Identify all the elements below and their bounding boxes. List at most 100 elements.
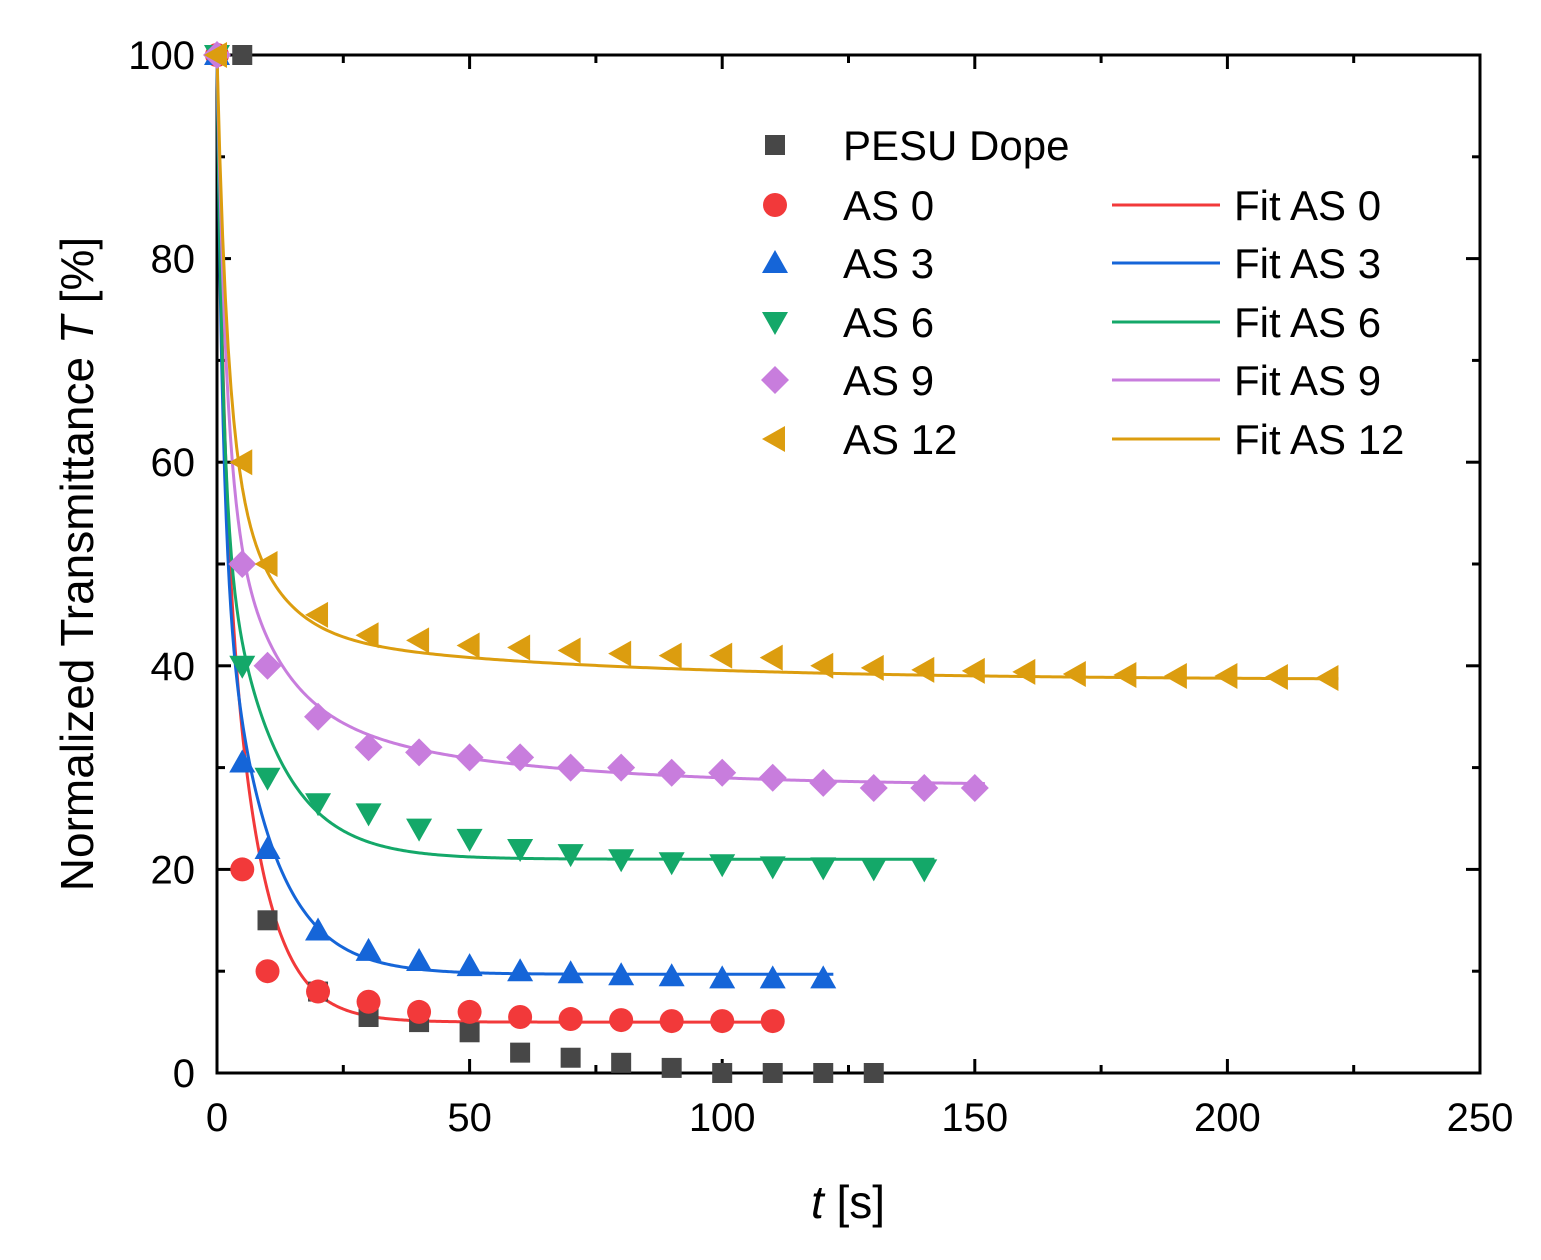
data-point-as-0	[558, 1007, 583, 1032]
legend-label-as-9: AS 9	[843, 357, 934, 404]
data-point-as-12	[961, 657, 985, 684]
data-point-as-6	[709, 854, 736, 878]
data-point-as-12	[204, 42, 227, 68]
data-point-pesu-dope	[257, 910, 278, 931]
data-point-as-6	[860, 858, 887, 882]
data-point-as-9	[304, 702, 333, 731]
data-points	[203, 41, 1339, 1083]
data-point-as-12	[1315, 665, 1339, 692]
data-point-as-12	[860, 654, 884, 681]
data-point-as-3	[229, 749, 256, 773]
data-point-as-0	[659, 1009, 684, 1034]
legend-label-as-3: AS 3	[843, 240, 934, 287]
data-point-as-9	[910, 773, 939, 802]
data-point-as-0	[508, 1005, 533, 1030]
data-point-as-9	[556, 753, 585, 782]
data-point-as-6	[759, 856, 786, 880]
data-point-as-0	[760, 1009, 785, 1034]
data-point-as-6	[355, 803, 382, 827]
legend-fit-label-as-3: Fit AS 3	[1234, 240, 1381, 287]
data-point-as-3	[305, 917, 332, 941]
data-point-as-0	[230, 857, 255, 882]
data-point-as-3	[658, 963, 685, 987]
data-point-as-12	[254, 551, 278, 577]
legend-fit-label-as-0: Fit AS 0	[1234, 182, 1381, 229]
data-point-as-6	[406, 818, 433, 842]
y-tick-label: 40	[151, 645, 196, 689]
legend-marker-pesu-dope	[765, 135, 785, 155]
y-tick-label: 100	[128, 34, 195, 78]
x-tick-label: 0	[206, 1096, 228, 1140]
data-point-as-9	[859, 773, 888, 802]
data-point-as-12	[1062, 660, 1086, 687]
data-point-as-3	[608, 962, 635, 986]
data-point-as-12	[507, 634, 531, 661]
y-tick-label: 0	[173, 1052, 195, 1096]
data-point-as-0	[356, 989, 381, 1014]
x-axis-title: t [s]	[811, 1176, 885, 1228]
data-point-pesu-dope	[863, 1063, 884, 1083]
data-point-pesu-dope	[661, 1057, 682, 1078]
data-point-as-0	[306, 979, 331, 1004]
data-point-as-9	[228, 550, 257, 578]
y-tick-label: 80	[151, 238, 196, 282]
y-axis-variable: T	[51, 313, 103, 344]
data-point-as-6	[608, 849, 635, 873]
data-point-as-9	[960, 773, 989, 802]
legend: PESU Dope AS 0 Fit AS 0 AS 3 Fit AS 3 AS 6 Fit…	[761, 122, 1404, 463]
fit-line-as-9	[215, 57, 985, 786]
data-point-pesu-dope	[813, 1063, 834, 1083]
legend-marker-as-3	[762, 250, 788, 273]
data-point-as-12	[709, 642, 733, 669]
data-point-as-6	[658, 852, 685, 876]
data-point-as-9	[708, 758, 737, 787]
legend-marker-as-0	[763, 193, 787, 217]
data-point-as-6	[810, 857, 837, 881]
y-axis-unit: [%]	[51, 237, 103, 316]
legend-marker-as-9	[761, 366, 789, 394]
data-point-as-9	[607, 753, 636, 782]
data-point-pesu-dope	[459, 1022, 480, 1043]
fit-curves	[215, 54, 1339, 1024]
data-point-as-0	[457, 999, 482, 1024]
fit-line-as-0	[215, 54, 773, 1024]
y-tick-label: 60	[151, 441, 196, 485]
data-point-as-12	[911, 656, 935, 683]
x-tick-label: 200	[1194, 1096, 1261, 1140]
data-point-as-12	[810, 652, 834, 679]
data-point-as-9	[455, 743, 484, 772]
data-point-as-12	[1012, 658, 1036, 685]
data-point-as-3	[355, 937, 382, 961]
tick-labels: 0 50 100 150 200 250 0 20 40 60 80 100	[128, 34, 1513, 1140]
data-point-as-3	[709, 965, 736, 989]
data-point-as-6	[507, 839, 534, 863]
legend-marker-as-12	[762, 426, 785, 452]
data-point-as-12	[1264, 663, 1288, 690]
data-point-as-6	[254, 767, 281, 791]
fit-line-as-12	[215, 54, 1339, 681]
x-tick-label: 150	[941, 1096, 1008, 1140]
data-point-as-12	[1113, 661, 1137, 688]
data-point-pesu-dope	[712, 1063, 733, 1083]
data-point-as-6	[305, 793, 332, 817]
data-point-pesu-dope	[560, 1047, 581, 1068]
data-point-as-6	[911, 859, 938, 883]
data-point-as-3	[810, 965, 837, 989]
fit-line-as-3	[215, 58, 834, 976]
data-point-as-12	[759, 644, 783, 671]
legend-label-as-12: AS 12	[843, 416, 957, 463]
data-point-as-3	[254, 836, 281, 860]
data-point-as-0	[255, 959, 280, 984]
data-point-as-9	[354, 733, 383, 762]
y-axis-label-text: Normalized Transmittance	[51, 344, 103, 891]
data-point-as-0	[407, 999, 432, 1024]
fit-line-as-6	[215, 54, 935, 861]
y-axis-title: Normalized Transmittance T [%]	[51, 237, 103, 891]
data-point-as-3	[406, 948, 433, 972]
data-point-as-6	[229, 655, 256, 679]
legend-fit-label-as-9: Fit AS 9	[1234, 357, 1381, 404]
y-tick-label: 20	[151, 848, 196, 892]
data-point-pesu-dope	[232, 45, 253, 65]
data-point-as-9	[405, 738, 434, 767]
data-point-pesu-dope	[510, 1042, 531, 1063]
